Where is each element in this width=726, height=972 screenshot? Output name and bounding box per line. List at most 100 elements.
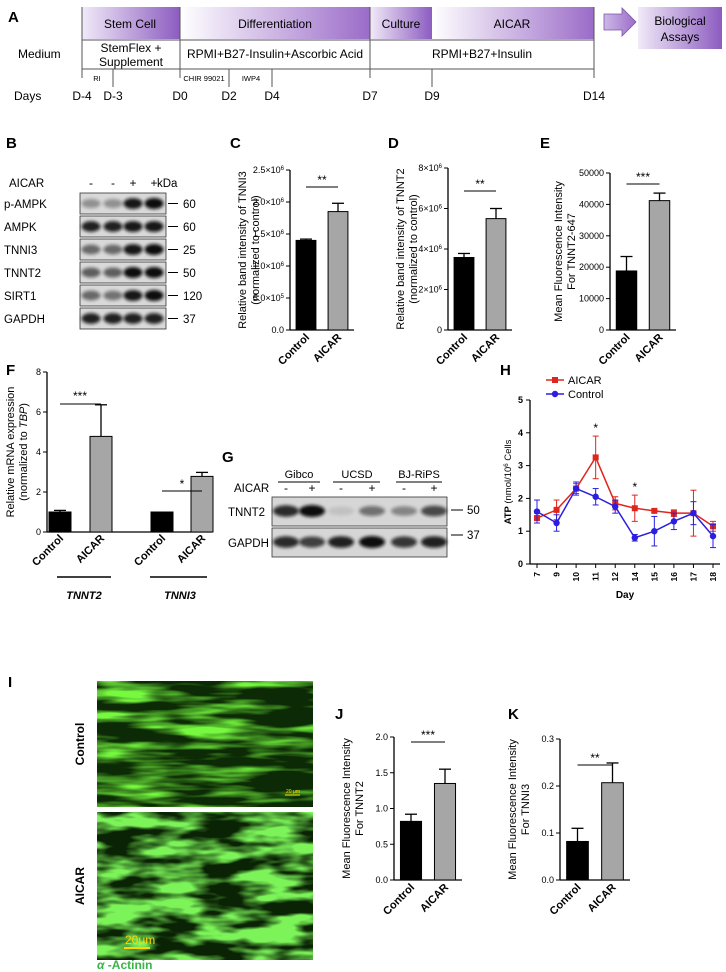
blot-g-group-label: BJ-RiPS xyxy=(398,469,440,481)
y-tick-label: 6×106 xyxy=(418,204,442,214)
x-tick-label: 15 xyxy=(649,572,659,582)
stain-label-name: -Actinin xyxy=(104,958,152,972)
chart-k: Mean Fluorescence Intensity For TNNI3 0.0 0… xyxy=(507,734,630,918)
days-label: Days xyxy=(14,89,41,103)
y-axis-label-line2-post: ) xyxy=(18,403,30,407)
blot-b-strip xyxy=(79,238,167,261)
y-tick-label-mantissa: 0 xyxy=(599,325,604,335)
panel-j: J Mean Fluorescence Intensity For TNNT2 0.… xyxy=(335,706,462,918)
phase-label-aicar: AICAR xyxy=(494,17,531,31)
chart-j: Mean Fluorescence Intensity For TNNT2 0.0 0… xyxy=(341,728,462,918)
blot-g-group-label: Gibco xyxy=(285,469,314,481)
y-tick-label-exponent: 5 xyxy=(281,294,285,300)
series-control-line xyxy=(536,487,714,539)
y-tick-label-exponent: 6 xyxy=(281,230,285,236)
blot-b-band xyxy=(144,313,164,324)
blot-b-kda-value: 60 xyxy=(183,222,196,234)
medium-rpmi-insulin: RPMI+B27+Insulin xyxy=(432,47,532,61)
panel-d: D Relative band intensity of TNNT2 (norma… xyxy=(388,135,512,368)
blot-b-strip xyxy=(79,307,167,330)
day-d2: D2 xyxy=(221,89,237,103)
blot-b-band xyxy=(103,198,123,209)
panel-k-letter: K xyxy=(508,706,519,723)
y-tick-label: 10000 xyxy=(579,294,604,304)
panel-f-letter: F xyxy=(6,362,15,379)
series-control-point xyxy=(592,493,599,500)
x-tick-label: Control xyxy=(434,332,470,368)
x-tick-label: 16 xyxy=(669,572,679,582)
blot-g-band xyxy=(299,505,325,517)
x-axis-label: Day xyxy=(616,590,635,601)
y-tick-label-mantissa: 1.0 xyxy=(375,804,388,814)
blot-b-band xyxy=(81,244,101,255)
series-aicar-point xyxy=(553,506,560,513)
y-axis-label-line2: For TNNT2 xyxy=(354,781,366,836)
y-axis-label-line1: Mean Fluorescence Intensity xyxy=(507,739,519,880)
y-tick-label: 4 xyxy=(518,428,523,438)
y-axis-label-line2: For TNNI3 xyxy=(520,784,532,835)
y-axis-label-unit-b: Cells xyxy=(503,439,514,463)
blot-g-band xyxy=(328,506,354,516)
scale-bar-large-label: 20μm xyxy=(125,933,155,947)
panel-i-microscopy: I Control AICAR 20 μm 20μm α -Actinin xyxy=(8,674,313,972)
significance-label: *** xyxy=(73,389,87,403)
phase-label-stem-cell: Stem Cell xyxy=(104,17,156,31)
y-axis-label-line2: (normalized to control) xyxy=(408,194,420,303)
blot-g-band xyxy=(299,536,325,548)
medium-label: Medium xyxy=(18,47,61,61)
blot-b-strip xyxy=(79,215,167,238)
y-tick-label-mantissa: 0 xyxy=(36,527,41,537)
blot-b-band xyxy=(103,290,123,301)
x-tick-label: AICAR xyxy=(418,882,451,915)
bar xyxy=(566,840,589,881)
y-tick-label-mantissa: 5.0×10 xyxy=(253,293,281,303)
blot-b-row-label: TNNT2 xyxy=(4,268,41,280)
phase-differentiation-box xyxy=(180,7,370,39)
blot-g-band xyxy=(359,536,385,548)
micrograph-aicar-fibres xyxy=(97,812,313,960)
x-tick-label: Control xyxy=(547,882,583,918)
blot-b-band xyxy=(123,290,143,301)
y-tick-label-mantissa: 2 xyxy=(36,487,41,497)
blot-g-band xyxy=(273,505,299,517)
y-tick-label-mantissa: 2.5×10 xyxy=(253,165,281,175)
legend-label-aicar: AICAR xyxy=(568,375,602,387)
blot-b-band xyxy=(144,290,164,301)
significance-label: * xyxy=(632,480,637,494)
bar xyxy=(453,257,475,331)
blot-g-aicar-label: AICAR xyxy=(234,483,269,495)
blot-b-row-label: p-AMPK xyxy=(4,199,47,211)
y-tick-label: 5.0×105 xyxy=(253,293,285,303)
y-axis-label-unit-sup: 6 xyxy=(504,463,510,467)
y-axis-label-line2-pre: (normalized to xyxy=(18,428,30,501)
x-tick-label: 7 xyxy=(532,572,542,577)
day-d0: D0 xyxy=(172,89,188,103)
bar xyxy=(485,218,507,331)
y-tick-label-mantissa: 2×10 xyxy=(418,285,438,295)
y-tick-label-mantissa: 1.5×10 xyxy=(253,229,281,239)
y-tick-label-mantissa: 6 xyxy=(36,407,41,417)
y-tick-label: 2.5×106 xyxy=(253,165,285,175)
y-tick-label-exponent: 6 xyxy=(281,166,285,172)
blot-b-kda-value: 25 xyxy=(183,245,196,257)
phase-label-differentiation: Differentiation xyxy=(238,17,312,31)
y-tick-label-mantissa: 0.3 xyxy=(541,734,554,744)
y-tick-label: 0.5 xyxy=(375,839,388,849)
x-tick-label: AICAR xyxy=(632,332,665,365)
assays-box xyxy=(638,7,722,49)
blot-b-strip xyxy=(79,261,167,284)
x-tick-label: Control xyxy=(596,332,632,368)
panel-k: K Mean Fluorescence Intensity For TNNI3 0.… xyxy=(507,706,630,918)
panel-h-letter: H xyxy=(500,362,511,379)
y-tick-label: 8×106 xyxy=(418,163,442,173)
panel-d-letter: D xyxy=(388,135,399,152)
panel-g-western-blot: G AICAR Gibco UCSD BJ-RiPS- + - + - +TNNT2 50GAP… xyxy=(222,449,480,558)
y-tick-label: 50000 xyxy=(579,168,604,178)
bar xyxy=(648,200,671,331)
y-tick-label-mantissa: 10000 xyxy=(579,294,604,304)
x-tick-label: Control xyxy=(381,882,417,918)
scale-bar-small-label: 20 μm xyxy=(286,789,300,795)
y-tick-label-mantissa: 0.1 xyxy=(541,828,554,838)
blot-b-row-label: AMPK xyxy=(4,222,37,234)
